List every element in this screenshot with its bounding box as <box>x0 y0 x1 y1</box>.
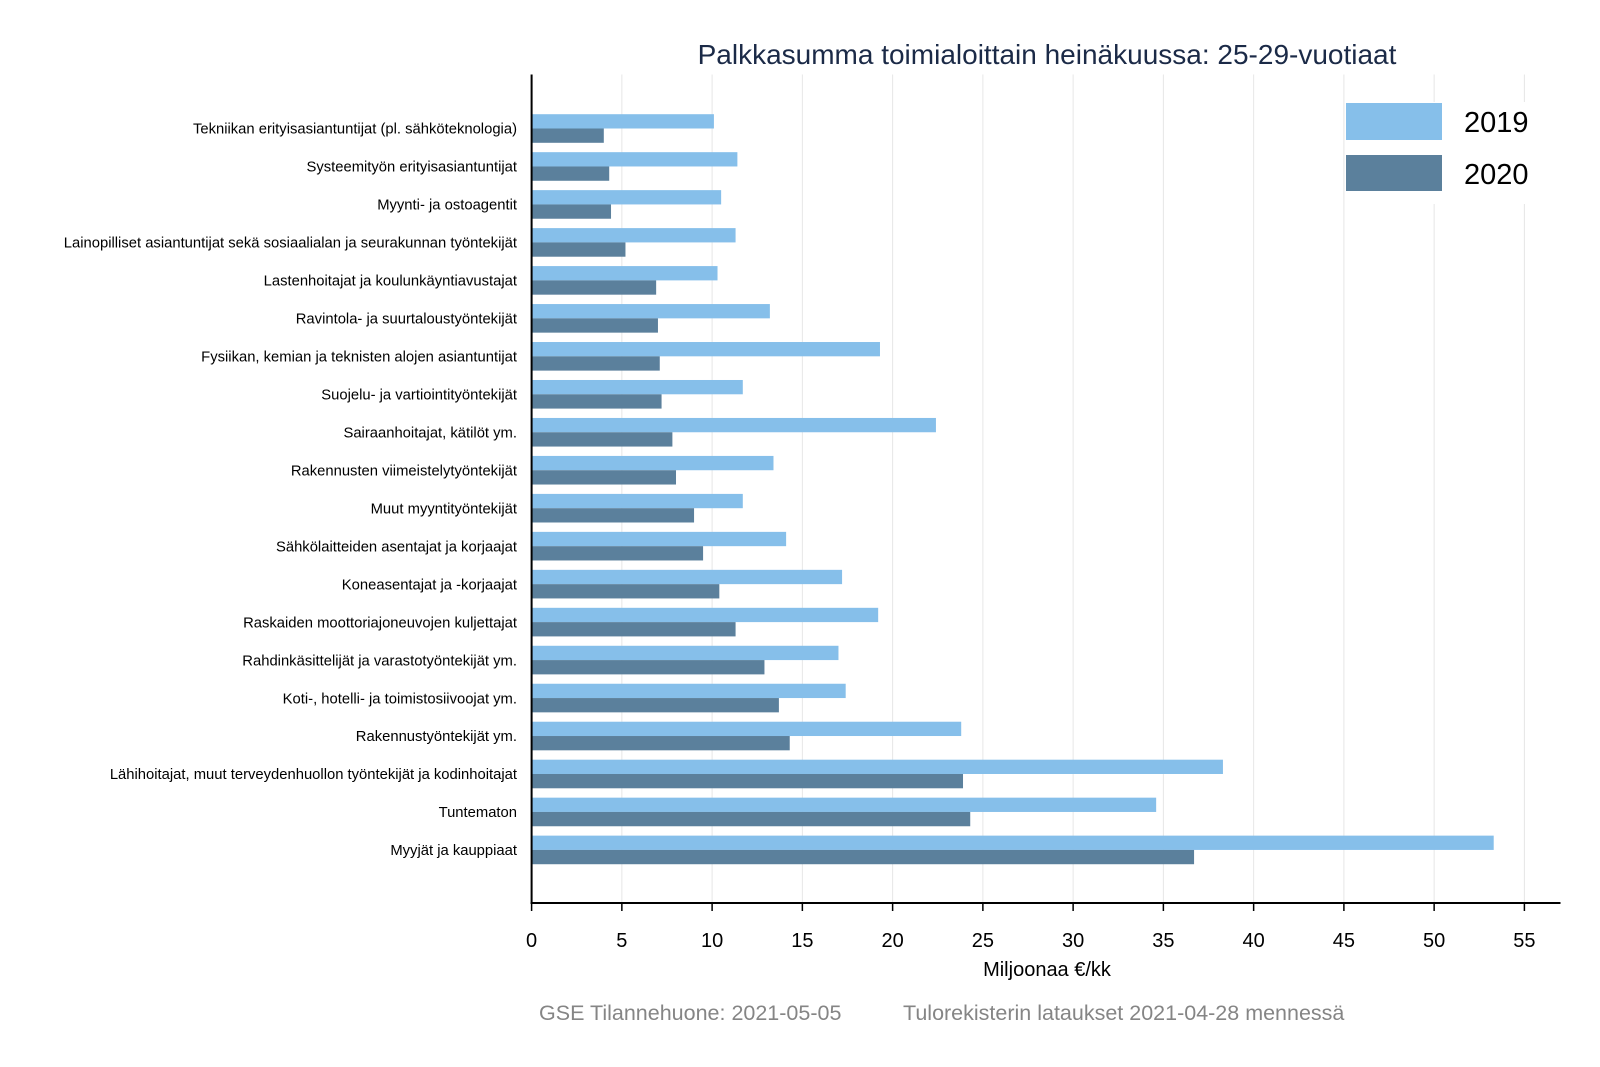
bar-2019-lastenhoitajat-ja-koulunkayntiavustajat <box>531 266 718 281</box>
bar-2020-systeemityon-erityisasiantuntijat <box>531 166 610 181</box>
x-tick-label-30: 30 <box>1062 930 1084 952</box>
bar-2019-rahdinkasittelijat-ja-varastotyontekijat-ym <box>531 645 839 661</box>
category-label-muut-myyntityontekijat: Muut myyntityöntekijät <box>371 501 517 517</box>
x-tick-label-55: 55 <box>1513 930 1535 952</box>
bar-2019-tuntematon <box>531 797 1157 812</box>
y-axis-category-labels: Tekniikan erityisasiantuntijat (pl. sähk… <box>64 122 517 859</box>
legend-label-2019: 2019 <box>1464 107 1529 139</box>
x-tick-label-0: 0 <box>526 930 537 952</box>
axes <box>530 74 1561 904</box>
category-label-myyjat-ja-kauppiaat: Myyjät ja kauppiaat <box>390 843 517 859</box>
x-tick-label-35: 35 <box>1152 930 1174 952</box>
x-tick-label-45: 45 <box>1333 930 1355 952</box>
x-axis-title: Miljoonaa €/kk <box>983 959 1112 981</box>
bar-2020-suojelu-ja-vartiointityontekijat <box>531 394 662 409</box>
x-tick-label-40: 40 <box>1243 930 1265 952</box>
x-tick-label-50: 50 <box>1423 930 1445 952</box>
bar-2020-myynti-ja-ostoagentit <box>531 204 612 219</box>
bar-2020-lainopilliset-asiantuntijat-seka-sosiaalialan-ja-seurakunnan-tyontekijat <box>531 242 626 257</box>
bar-2020-koneasentajat-ja-korjaajat <box>531 584 720 599</box>
x-tick-label-10: 10 <box>701 930 723 952</box>
category-label-rakennusten-viimeistelytyontekijat: Rakennusten viimeistelytyöntekijät <box>291 463 517 479</box>
bar-2019-rakennusten-viimeistelytyontekijat <box>531 455 774 471</box>
bar-2019-fysiikan-kemian-ja-teknisten-alojen-asiantuntijat <box>531 342 880 357</box>
bars <box>531 114 1494 865</box>
bar-2019-myynti-ja-ostoagentit <box>531 190 722 205</box>
bar-2019-koneasentajat-ja-korjaajat <box>531 569 843 585</box>
x-tick-label-25: 25 <box>972 930 994 952</box>
category-label-koti-hotelli-ja-toimistosiivoojat-ym: Koti-, hotelli- ja toimistosiivoojat ym. <box>283 691 517 707</box>
category-label-systeemityon-erityisasiantuntijat: Systeemityön erityisasiantuntijat <box>306 160 517 176</box>
category-label-sairaanhoitajat-katilot-ym: Sairaanhoitajat, kätilöt ym. <box>343 425 517 441</box>
category-label-tekniikan-erityisasiantuntijat-pl-sahkoteknologia: Tekniikan erityisasiantuntijat (pl. sähk… <box>193 122 517 138</box>
chart-title: Palkkasumma toimialoittain heinäkuussa: … <box>698 39 1397 70</box>
footer: GSE Tilannehuone: 2021-05-05 Tulorekiste… <box>539 1001 1344 1025</box>
category-label-lainopilliset-asiantuntijat-seka-sosiaalialan-ja-seurakunnan-tyontekijat: Lainopilliset asiantuntijat sekä sosiaal… <box>64 236 517 252</box>
legend-swatch-2019 <box>1346 103 1442 140</box>
bar-2019-lainopilliset-asiantuntijat-seka-sosiaalialan-ja-seurakunnan-tyontekijat <box>531 228 736 243</box>
category-label-tuntematon: Tuntematon <box>439 805 517 821</box>
bar-2020-rakennusten-viimeistelytyontekijat <box>531 470 677 485</box>
bar-2019-rakennustyontekijat-ym <box>531 721 962 737</box>
bar-2020-sahkolaitteiden-asentajat-ja-korjaajat <box>531 546 704 561</box>
bar-2020-tuntematon <box>531 811 971 827</box>
bar-2019-lahihoitajat-muut-terveydenhuollon-tyontekijat-ja-kodinhoitajat <box>531 759 1223 774</box>
bar-2019-sahkolaitteiden-asentajat-ja-korjaajat <box>531 531 787 547</box>
x-tick-label-15: 15 <box>791 930 813 952</box>
bar-2019-raskaiden-moottoriajoneuvojen-kuljettajat <box>531 607 879 623</box>
category-label-lahihoitajat-muut-terveydenhuollon-tyontekijat-ja-kodinhoitajat: Lähihoitajat, muut terveydenhuollon työn… <box>110 767 517 783</box>
bar-2019-tekniikan-erityisasiantuntijat-pl-sahkoteknologia <box>531 114 714 129</box>
x-tick-label-5: 5 <box>616 930 627 952</box>
category-label-rahdinkasittelijat-ja-varastotyontekijat-ym: Rahdinkäsittelijät ja varastotyöntekijät… <box>242 653 517 669</box>
footer-note: Tulorekisterin lataukset 2021-04-28 menn… <box>903 1001 1344 1025</box>
bar-2019-suojelu-ja-vartiointityontekijat <box>531 379 743 395</box>
category-label-rakennustyontekijat-ym: Rakennustyöntekijät ym. <box>356 729 517 745</box>
bar-2019-systeemityon-erityisasiantuntijat <box>531 152 738 167</box>
category-label-myynti-ja-ostoagentit: Myynti- ja ostoagentit <box>377 198 517 214</box>
bar-2020-koti-hotelli-ja-toimistosiivoojat-ym <box>531 698 779 713</box>
category-label-fysiikan-kemian-ja-teknisten-alojen-asiantuntijat: Fysiikan, kemian ja teknisten alojen asi… <box>201 350 517 366</box>
bar-2020-muut-myyntityontekijat <box>531 508 695 523</box>
bar-2019-myyjat-ja-kauppiaat <box>531 835 1494 850</box>
bar-2019-koti-hotelli-ja-toimistosiivoojat-ym <box>531 683 846 699</box>
bar-2019-ravintola-ja-suurtaloustyontekijat <box>531 304 770 319</box>
bar-2020-fysiikan-kemian-ja-teknisten-alojen-asiantuntijat <box>531 356 660 371</box>
bar-2020-lahihoitajat-muut-terveydenhuollon-tyontekijat-ja-kodinhoitajat <box>531 773 964 789</box>
legend-swatch-2020 <box>1346 155 1442 191</box>
category-label-ravintola-ja-suurtaloustyontekijat: Ravintola- ja suurtaloustyöntekijät <box>296 312 517 328</box>
bar-2019-sairaanhoitajat-katilot-ym <box>531 417 936 433</box>
category-label-raskaiden-moottoriajoneuvojen-kuljettajat: Raskaiden moottoriajoneuvojen kuljettaja… <box>243 615 517 631</box>
bar-2020-ravintola-ja-suurtaloustyontekijat <box>531 318 658 333</box>
bar-2020-rakennustyontekijat-ym <box>531 736 790 751</box>
category-label-suojelu-ja-vartiointityontekijat: Suojelu- ja vartiointityöntekijät <box>321 387 517 403</box>
bar-2020-tekniikan-erityisasiantuntijat-pl-sahkoteknologia <box>531 128 604 143</box>
legend-label-2020: 2020 <box>1464 159 1529 191</box>
category-label-lastenhoitajat-ja-koulunkayntiavustajat: Lastenhoitajat ja koulunkäyntiavustajat <box>264 274 517 290</box>
bar-2020-lastenhoitajat-ja-koulunkayntiavustajat <box>531 280 657 295</box>
bar-2020-sairaanhoitajat-katilot-ym <box>531 432 673 447</box>
x-tick-label-20: 20 <box>881 930 903 952</box>
bar-2019-muut-myyntityontekijat <box>531 493 743 509</box>
category-label-koneasentajat-ja-korjaajat: Koneasentajat ja -korjaajat <box>342 577 517 593</box>
legend: 2019 2020 <box>1345 102 1541 204</box>
x-axis-ticks: 0 5 10 15 20 25 30 35 40 45 50 55 <box>526 903 1536 952</box>
footer-source: GSE Tilannehuone: 2021-05-05 <box>539 1001 841 1025</box>
bar-2020-myyjat-ja-kauppiaat <box>531 849 1195 865</box>
bar-2020-rahdinkasittelijat-ja-varastotyontekijat-ym <box>531 660 765 675</box>
bar-2020-raskaiden-moottoriajoneuvojen-kuljettajat <box>531 622 736 637</box>
gridlines <box>621 74 1525 903</box>
category-label-sahkolaitteiden-asentajat-ja-korjaajat: Sähkölaitteiden asentajat ja korjaajat <box>276 539 517 555</box>
